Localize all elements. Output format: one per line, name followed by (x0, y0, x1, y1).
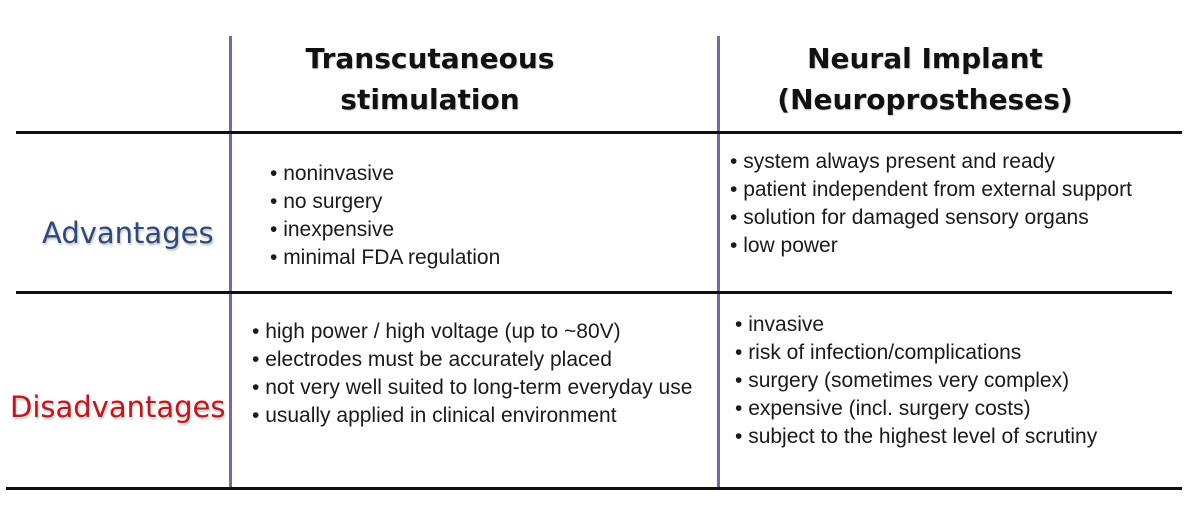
list-item: minimal FDA regulation (270, 244, 500, 272)
list-item: solution for damaged sensory organs (730, 204, 1132, 232)
advantages-implant-list: system always present and ready patient … (730, 148, 1132, 260)
row-rule (16, 291, 1172, 294)
list-item: no surgery (270, 188, 500, 216)
list-item: system always present and ready (730, 148, 1132, 176)
list-item: low power (730, 232, 1132, 260)
list-item: electrodes must be accurately placed (252, 346, 712, 374)
list-item: not very well suited to long-term everyd… (252, 374, 712, 402)
list-item: noninvasive (270, 160, 500, 188)
row-label-disadvantages: Disadvantages (10, 390, 226, 424)
list-item: surgery (sometimes very complex) (735, 367, 1097, 395)
bottom-rule (6, 487, 1182, 490)
list-item: usually applied in clinical environment (252, 402, 712, 430)
row-label-advantages: Advantages (42, 216, 214, 250)
list-item: risk of infection/complications (735, 339, 1097, 367)
list-item: invasive (735, 311, 1097, 339)
column-divider-2 (717, 36, 720, 489)
list-item: patient independent from external suppor… (730, 176, 1132, 204)
column-divider-1 (229, 36, 232, 489)
list-item: high power / high voltage (up to ~80V) (252, 318, 712, 346)
disadvantages-transcutaneous-list: high power / high voltage (up to ~80V) e… (252, 318, 712, 430)
header-neural-implant: Neural Implant (Neuroprostheses) (730, 38, 1120, 120)
list-item: subject to the highest level of scrutiny (735, 423, 1097, 451)
list-item: inexpensive (270, 216, 500, 244)
header-transcutaneous-line-2: stimulation (340, 83, 520, 116)
disadvantages-implant-list: invasive risk of infection/complications… (735, 311, 1097, 451)
header-transcutaneous: Transcutaneous stimulation (240, 38, 620, 120)
header-neural-implant-line-1: Neural Implant (807, 42, 1043, 75)
advantages-transcutaneous-list: noninvasive no surgery inexpensive minim… (270, 160, 500, 272)
header-neural-implant-line-2: (Neuroprostheses) (777, 83, 1073, 116)
header-rule (16, 131, 1182, 134)
header-transcutaneous-line-1: Transcutaneous (305, 42, 555, 75)
list-item: expensive (incl. surgery costs) (735, 395, 1097, 423)
